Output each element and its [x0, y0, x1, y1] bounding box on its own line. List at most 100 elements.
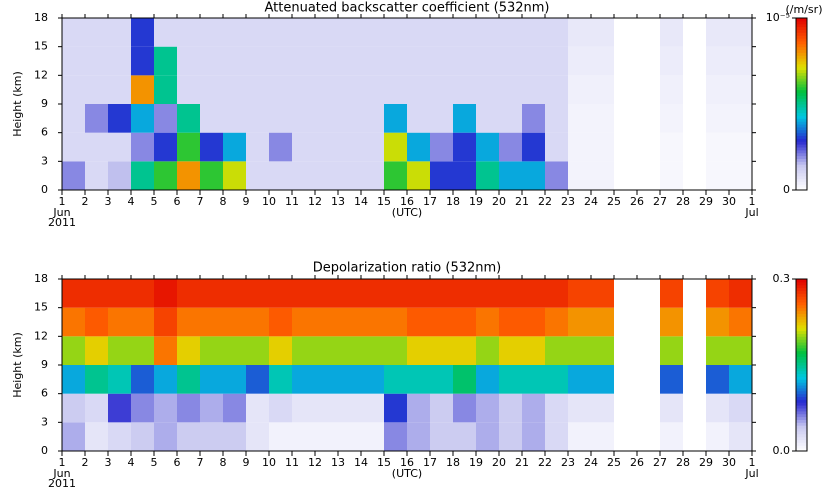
- colorbar-swatch: [796, 296, 807, 300]
- heatmap-cell: [729, 279, 752, 308]
- colorbar-swatch: [796, 23, 807, 28]
- heatmap-cell: [453, 307, 476, 337]
- y-tick-label: 15: [34, 301, 48, 314]
- heatmap-cell: [545, 307, 568, 337]
- colorbar-swatch: [796, 106, 807, 111]
- heatmap-cell: [200, 422, 223, 451]
- x-tick-label: 21: [515, 456, 529, 469]
- colorbar-swatch: [796, 356, 807, 360]
- heatmap-cell: [453, 132, 476, 162]
- colorbar-swatch: [796, 49, 807, 53]
- colorbar-swatch: [796, 376, 807, 380]
- x-tick-label: 14: [354, 456, 368, 469]
- heatmap-cell: [522, 132, 545, 162]
- colorbar-swatch: [796, 61, 807, 65]
- colorbar-swatch: [796, 304, 807, 309]
- x-tick-label: 22: [538, 195, 552, 208]
- colorbar-swatch: [796, 141, 807, 145]
- heatmap-cell: [246, 46, 269, 76]
- x-tick-label: 27: [653, 456, 667, 469]
- heatmap-cell: [522, 75, 545, 104]
- heatmap-cell: [407, 104, 430, 133]
- colorbar-swatch: [796, 327, 807, 332]
- colorbar-frame: [795, 17, 808, 191]
- heatmap-cell: [729, 104, 752, 133]
- heatmap-cell: [476, 279, 499, 308]
- heatmap-cell: [154, 46, 177, 76]
- x-tick-label: 29: [699, 195, 713, 208]
- heatmap-cell: [177, 422, 200, 451]
- colorbar-swatch: [796, 38, 807, 42]
- heatmap-cell: [384, 307, 407, 337]
- colorbar-label: (/m/sr): [786, 3, 823, 16]
- heatmap-cell: [545, 279, 568, 308]
- heatmap-cell: [62, 422, 85, 451]
- colorbar-swatch: [796, 58, 807, 62]
- colorbar-swatch: [796, 370, 807, 375]
- heatmap-cell: [706, 365, 729, 394]
- colorbar-swatch: [796, 287, 807, 291]
- x-tick-label: 5: [151, 456, 158, 469]
- heatmap-cell: [85, 18, 108, 47]
- heatmap-cell: [292, 104, 315, 133]
- heatmap-cell: [407, 279, 430, 308]
- colorbar-swatch: [796, 178, 807, 182]
- heatmap-cell: [476, 422, 499, 451]
- colorbar-swatch: [796, 98, 807, 102]
- x-tick-label: 3: [105, 456, 112, 469]
- heatmap-cell: [246, 307, 269, 337]
- colorbar-swatch: [796, 390, 807, 395]
- heatmap-cell: [361, 336, 384, 365]
- heatmap-cell: [453, 75, 476, 104]
- heatmap-cell: [269, 18, 292, 47]
- x-tick-label: 23: [561, 456, 575, 469]
- heatmap-cell: [338, 422, 361, 451]
- heatmap-cell: [85, 393, 108, 423]
- x-tick-label: 24: [584, 456, 598, 469]
- heatmap-cell: [522, 46, 545, 76]
- y-tick-label: 0: [41, 444, 48, 457]
- x-tick-label: 13: [331, 456, 345, 469]
- heatmap-cell: [453, 18, 476, 47]
- heatmap-cell: [706, 46, 729, 76]
- x-tick-label: 1: [59, 195, 66, 208]
- heatmap-cell: [361, 132, 384, 162]
- y-tick-label: 18: [34, 272, 48, 285]
- heatmap-cell: [476, 336, 499, 365]
- y-tick-label: 3: [41, 415, 48, 428]
- colorbar-swatch: [796, 69, 807, 73]
- x-tick-label: 30: [722, 195, 736, 208]
- x-tick-label: 1: [749, 456, 756, 469]
- heatmap-cell: [568, 307, 591, 337]
- x-tick-label: 14: [354, 195, 368, 208]
- heatmap-cell: [706, 307, 729, 337]
- heatmap-cell: [108, 46, 131, 76]
- colorbar-swatch: [796, 138, 807, 142]
- heatmap-cell: [407, 393, 430, 423]
- heatmap-cell: [108, 365, 131, 394]
- heatmap-cell: [476, 365, 499, 394]
- colorbar-swatch: [796, 445, 807, 449]
- heatmap-cell: [591, 104, 614, 133]
- heatmap-cell: [223, 393, 246, 423]
- x-tick-label: 29: [699, 456, 713, 469]
- heatmap-cell: [476, 18, 499, 47]
- x-tick-label: 10: [262, 456, 276, 469]
- colorbar-swatch: [796, 322, 807, 326]
- colorbar-swatch: [796, 373, 807, 377]
- heatmap-cell: [453, 46, 476, 76]
- colorbar-swatch: [796, 81, 807, 85]
- colorbar-swatch: [796, 324, 807, 329]
- heatmap-cell: [154, 132, 177, 162]
- heatmap-cell: [430, 18, 453, 47]
- colorbar-swatch: [796, 66, 807, 71]
- heatmap-cell: [315, 422, 338, 451]
- heatmap-cell: [292, 46, 315, 76]
- heatmap-cell: [361, 365, 384, 394]
- colorbar-swatch: [796, 290, 807, 294]
- heatmap-cell: [384, 46, 407, 76]
- heatmap-cell: [545, 161, 568, 190]
- heatmap-cell: [177, 365, 200, 394]
- heatmap-cell: [223, 46, 246, 76]
